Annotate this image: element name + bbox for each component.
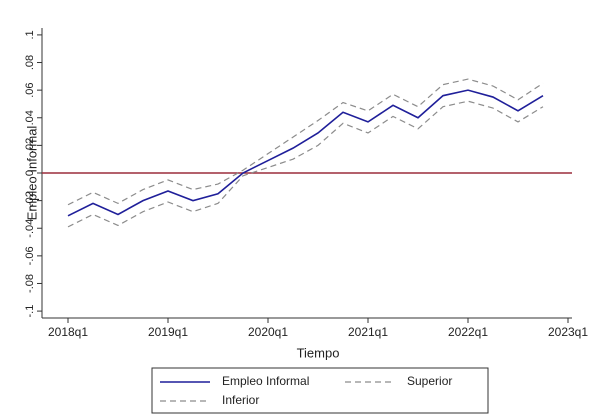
y-tick-label: .08: [24, 55, 36, 70]
legend-label: Empleo Informal: [222, 374, 309, 388]
y-axis-title: Empleo Informal: [24, 126, 39, 221]
x-tick-label: 2019q1: [148, 325, 188, 339]
x-tick-label: 2022q1: [448, 325, 488, 339]
x-axis-title: Tiempo: [297, 345, 340, 360]
y-tick-label: -.06: [24, 246, 36, 265]
y-tick-label: -.02: [24, 191, 36, 210]
x-tick-label: 2020q1: [248, 325, 288, 339]
y-tick-label: .02: [24, 138, 36, 153]
y-tick-label: -.1: [24, 305, 36, 318]
y-tick-label: .06: [24, 82, 36, 97]
series-line: [67, 78, 544, 206]
y-tick-label: .1: [24, 30, 36, 39]
y-tick-label: 0: [24, 170, 36, 176]
series-line: [67, 89, 544, 217]
y-tick-label: -.08: [24, 274, 36, 293]
series-line: [67, 100, 544, 228]
x-tick-label: 2021q1: [348, 325, 388, 339]
legend-box: [151, 367, 489, 414]
y-tick-label: -.04: [24, 219, 36, 238]
y-tick-label: .04: [24, 110, 36, 125]
x-tick-label: 2018q1: [48, 325, 88, 339]
legend-label: Superior: [407, 374, 452, 388]
x-tick-label: 2023q1: [548, 325, 588, 339]
legend-label: Inferior: [222, 393, 259, 407]
